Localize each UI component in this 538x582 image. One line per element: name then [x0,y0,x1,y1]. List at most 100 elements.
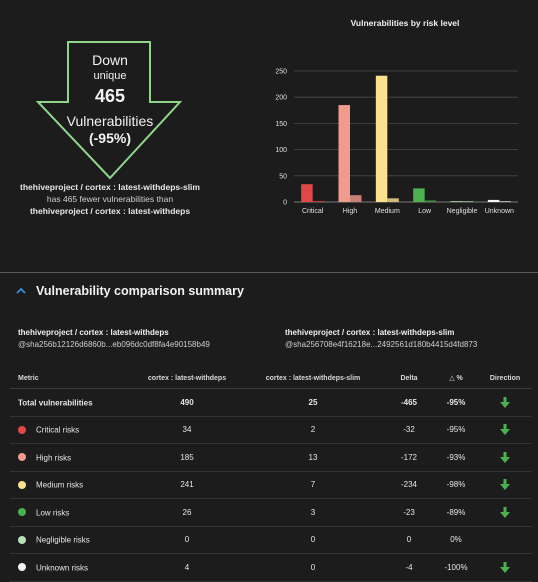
header-pct: △ % [434,368,478,389]
table-row: Total vulnerabilities 490 25 -465 -95% [10,388,532,417]
caption-target-image: thehiveproject / cortex : latest-withdep… [20,182,200,192]
summary-panel: Down unique 465 Vulnerabilities (-95%) t… [0,0,538,268]
x-tick-label: Critical [302,208,324,215]
target-count: 0 [242,526,384,554]
header-metric: Metric [10,368,132,389]
target-count: 2 [242,416,384,444]
x-tick-label: Negligible [447,208,478,215]
arrow-count: 465 [94,86,126,106]
metric-label: Total vulnerabilities [18,397,93,407]
direction-cell [478,498,532,527]
pct-value: 0% [434,526,478,554]
risk-dot [18,453,26,462]
risk-dot [18,535,26,544]
metric-cell: Negligible risks [10,526,132,554]
metric-cell: Total vulnerabilities [10,388,132,417]
metric-label: Critical risks [36,425,80,435]
base-image-name: thehiveproject / cortex : latest-withdep… [18,328,169,337]
target-image-hash: @sha256708e4f16218e...2492561d180b4415d4… [285,340,478,349]
bar-low-s0 [413,188,425,202]
bar-high-s0 [338,105,350,202]
arrow-down-icon [500,479,510,491]
risk-dot [18,508,26,517]
table-row: Unknown risks 4 0 -4 -100% [10,553,532,582]
delta-value: -4 [384,553,434,582]
direction-cell [478,416,532,444]
risk-dot [18,425,26,434]
metric-cell: High risks [10,443,132,472]
bar-negligible-s1 [462,201,474,202]
delta-value: -32 [384,416,434,444]
arrow-summary: Down unique 465 Vulnerabilities (-95%) t… [0,0,270,270]
base-image-hash: @sha256b12126d6860b...eb096dc0df8fa4e901… [18,340,210,349]
header-direction: Direction [478,368,532,389]
caption-comparison: has 465 fewer vulnerabilities than [46,194,174,204]
target-count: 13 [242,443,384,472]
chart-title: Vulnerabilities by risk level [350,18,460,28]
base-count: 490 [132,388,242,417]
bar-negligible-s0 [450,201,462,202]
metric-cell: Critical risks [10,416,132,444]
x-tick-label: Unknown [485,208,514,215]
down-arrow-icon [35,41,183,180]
target-count: 3 [242,498,384,527]
y-tick-label: 250 [275,69,287,76]
y-tick-label: 0 [283,200,287,207]
y-tick-label: 200 [275,95,287,102]
base-count: 34 [132,416,242,444]
metric-label: Low risks [36,507,70,517]
section-title: Vulnerability comparison summary [36,284,244,298]
chevron-up-icon[interactable] [14,284,28,298]
bar-low-s1 [424,200,437,202]
arrow-direction: Down [92,52,128,68]
target-count: 25 [242,388,384,417]
base-count: 185 [132,443,242,472]
table-row: Medium risks 241 7 -234 -98% [10,471,532,499]
section-header[interactable]: Vulnerability comparison summary [14,284,244,298]
direction-cell [478,388,532,417]
metric-label: High risks [36,452,72,462]
direction-cell [478,553,532,582]
metric-cell: Low risks [10,498,132,527]
x-tick-label: Medium [375,208,400,215]
metric-label: Negligible risks [36,535,90,545]
direction-cell [478,443,532,472]
base-count: 0 [132,526,242,554]
x-tick-label: Low [418,208,432,215]
pct-value: -95% [434,416,478,444]
delta-value: -172 [384,443,434,472]
delta-value: -465 [384,388,434,417]
y-tick-label: 150 [275,121,287,128]
arrow-down-icon [500,561,510,573]
risk-dot [18,480,26,489]
arrow-unit: Vulnerabilities [66,113,154,129]
bar-medium-s1 [387,198,399,202]
bar-high-s1 [350,195,362,202]
risk-dot [18,563,26,572]
pct-value: -93% [434,443,478,472]
pct-value: -98% [434,471,478,499]
metric-label: Unknown risks [36,562,89,572]
bar-critical-s1 [312,200,325,202]
metric-label: Medium risks [36,480,84,490]
direction-cell [478,526,532,554]
risk-bar-chart: 0 50 100 150 200 250 Critical High Medium Low Negl… [275,69,518,215]
arrow-qualifier: unique [93,70,127,82]
target-count: 7 [242,471,384,499]
header-delta: Delta [384,368,434,389]
base-count: 26 [132,498,242,527]
arrow-percent: (-95%) [88,130,131,146]
y-tick-label: 50 [279,173,287,180]
table-row: Negligible risks 0 0 0 0% [10,526,532,554]
delta-value: -234 [384,471,434,499]
table-row: High risks 185 13 -172 -93% [10,443,532,472]
pct-value: -100% [434,553,478,582]
caption-base-image: thehiveproject / cortex : latest-withdep… [29,206,191,216]
section-divider [0,272,538,273]
bar-medium-s0 [375,75,388,202]
table-row: Critical risks 34 2 -32 -95% [10,416,532,444]
delta-value: 0 [384,526,434,554]
table-header-row: Metric cortex : latest-withdeps cortex :… [10,368,532,389]
target-image-name: thehiveproject / cortex : latest-withdep… [285,328,455,337]
bar-unknown-s1 [499,201,511,202]
